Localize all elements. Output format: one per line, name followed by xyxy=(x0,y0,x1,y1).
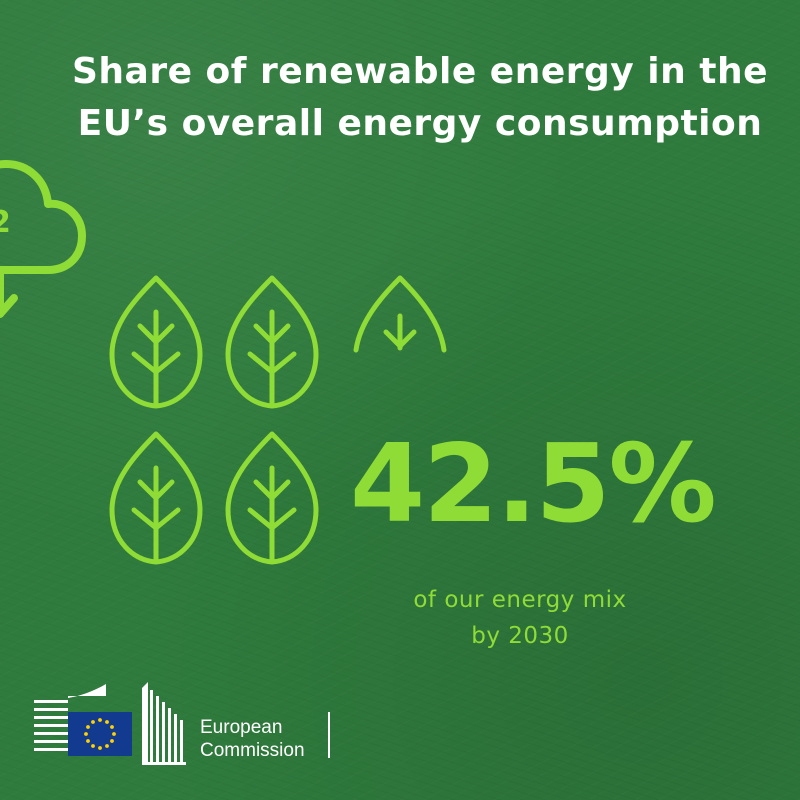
renewable-share-value: 42.5% xyxy=(350,422,717,547)
leaf-icon xyxy=(228,434,316,562)
co2-cloud-icon: 2 xyxy=(0,160,86,318)
caption-line-2: by 2030 xyxy=(471,623,569,649)
title-line-1: Share of renewable energy in the xyxy=(71,51,769,92)
organization-name: European Commission xyxy=(200,716,305,762)
title-line-2: EU’s overall energy consumption xyxy=(77,103,763,144)
european-commission-logo xyxy=(34,682,186,765)
leaf-icon xyxy=(112,278,200,406)
co2-subscript: 2 xyxy=(0,205,11,240)
logo-divider xyxy=(328,712,330,758)
renewable-share-caption: of our energy mix by 2030 xyxy=(380,582,660,654)
page-title: Share of renewable energy in the EU’s ov… xyxy=(60,46,780,150)
leaf-icon xyxy=(112,434,200,562)
caption-line-1: of our energy mix xyxy=(413,587,627,613)
org-line-1: European xyxy=(200,717,283,738)
half-leaf-icon xyxy=(353,275,447,353)
leaf-icon xyxy=(228,278,316,406)
org-line-2: Commission xyxy=(200,740,305,761)
